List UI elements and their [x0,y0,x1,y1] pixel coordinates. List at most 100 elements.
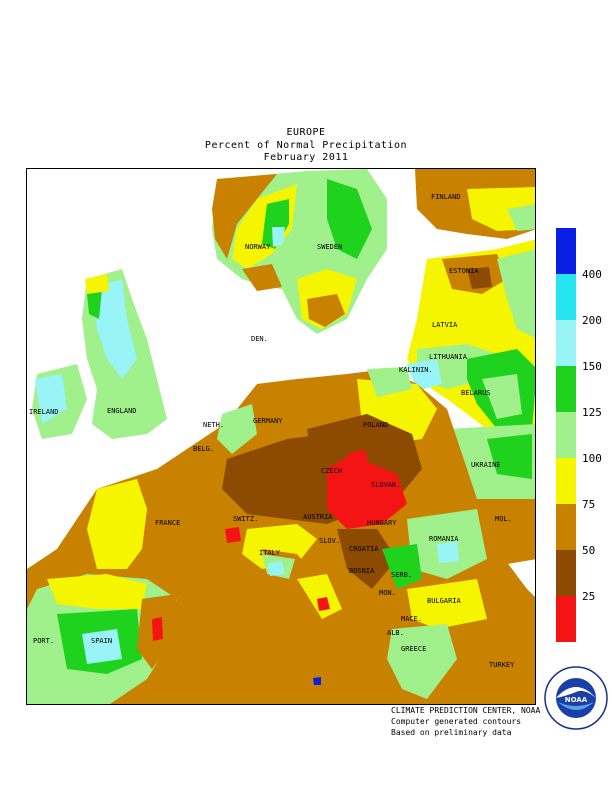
shetland-yellow [85,274,109,294]
label-france: FRANCE [155,519,181,527]
slovakia-hungary-red [327,454,407,529]
label-ukraine: UKRAINE [471,461,501,469]
italy-cyan [267,561,285,576]
legend-label-50: 50 [582,544,596,557]
label-bosnia: BOSNIA [349,567,375,575]
noaa-logo: NOAA [544,666,608,730]
poland-green [367,367,412,397]
legend-label-200: 200 [582,314,602,327]
label-austria: AUSTRIA [303,513,333,521]
france-yellow-west [87,479,147,569]
label-turkey: TURKEY [489,661,515,669]
label-spain: SPAIN [91,637,113,645]
label-mace: MACE. [401,615,423,623]
adriatic-yellow [297,574,342,619]
legend-label-100: 100 [582,452,602,465]
label-latvia: LATVIA [432,321,458,329]
finland-green [507,204,535,231]
color-legend [556,228,576,642]
sweden-brown-south [307,294,345,327]
spain-cyan [82,629,122,664]
scotland-green [87,289,102,319]
norway-coast-brown [212,174,277,259]
legend-swatch-125 [556,366,576,412]
label-switz: SWITZ. [233,515,259,523]
credit-line-1: CLIMATE PREDICTION CENTER, NOAA [391,706,541,715]
label-mol: MOL. [495,515,512,523]
label-slovak: SLOVAK. [371,481,401,489]
czech-red [347,449,369,469]
switzerland-red [225,527,241,543]
croatia-darkbrown [337,529,397,589]
legend-swatch-150 [556,320,576,366]
legend-swatch-200 [556,274,576,320]
legend-swatch-75 [556,458,576,504]
label-lithuania: LITHUANIA [429,353,467,361]
label-belarus: BELARUS [461,389,491,397]
russia-green [497,249,535,338]
label-serb: SERB. [391,571,413,579]
credit-line-3: Based on preliminary data [391,728,512,737]
romania-cyan [437,541,459,563]
label-finland: FINLAND [431,193,461,201]
sweden-green [327,179,372,259]
ukraine-green-dark [487,434,532,479]
label-czech: CZECH [321,467,343,475]
label-mon: MON. [379,589,396,597]
precipitation-map: FINLAND NORWAY SWEDEN ESTONIA LATVIA DEN… [26,168,536,705]
kalinin-cyan [407,359,442,391]
sicily-blue [313,677,321,685]
legend-swatch-100 [556,412,576,458]
legend-label-125: 125 [582,406,602,419]
label-den: DEN. [251,335,268,343]
turkey-brown [467,624,535,704]
label-italy: ITALY [259,549,281,557]
bulgaria-yellow [407,579,487,629]
label-norway: NORWAY [245,243,271,251]
credit-line-2: Computer generated contours [391,717,522,726]
label-port: PORT. [33,637,55,645]
estonia-darkbrown [467,267,492,289]
scotland-cyan [92,279,137,379]
legend-label-400: 400 [582,268,602,281]
legend-swatch-0 [556,596,576,642]
ireland-cyan [35,374,67,424]
label-neth: NETH. [203,421,225,429]
label-greece: GREECE [401,645,427,653]
label-bulgaria: BULGARIA [427,597,461,605]
legend-label-150: 150 [582,360,602,373]
label-poland: POLAND [363,421,389,429]
spain-red [152,617,163,641]
norway-south-brown [242,264,282,291]
label-sweden: SWEDEN [317,243,343,251]
belarus-light [482,374,522,419]
legend-swatch-50 [556,504,576,550]
label-alb: ALB. [387,629,404,637]
legend-swatch-400 [556,228,576,274]
noaa-logo-text: NOAA [565,696,588,704]
title-region: EUROPE [286,127,326,138]
title-variable: Percent of Normal Precipitation [204,140,408,151]
label-germany: GERMANY [253,417,283,425]
norway-green [262,199,289,249]
precipitation-map-svg [27,169,535,704]
label-england: ENGLAND [107,407,137,415]
label-estonia: ESTONIA [449,267,479,275]
label-belg: BELG. [193,445,215,453]
latvia-yellow [432,304,502,349]
croatia-red [317,597,330,611]
label-ireland: IRELAND [29,408,59,416]
label-croatia: CROATIA [349,545,379,553]
noaa-logo-svg: NOAA [544,666,608,730]
spain-yellow-north [47,574,147,609]
label-romania: ROMANIA [429,535,459,543]
serbia-green [382,544,422,589]
legend-label-75: 75 [582,498,596,511]
legend-label-25: 25 [582,590,596,603]
legend-swatch-25 [556,550,576,596]
label-slov: SLOV. [319,537,341,545]
benelux-green [217,404,257,454]
italy-land [262,549,357,689]
label-hungary: HUNGARY [367,519,397,527]
greece-green [387,624,457,699]
